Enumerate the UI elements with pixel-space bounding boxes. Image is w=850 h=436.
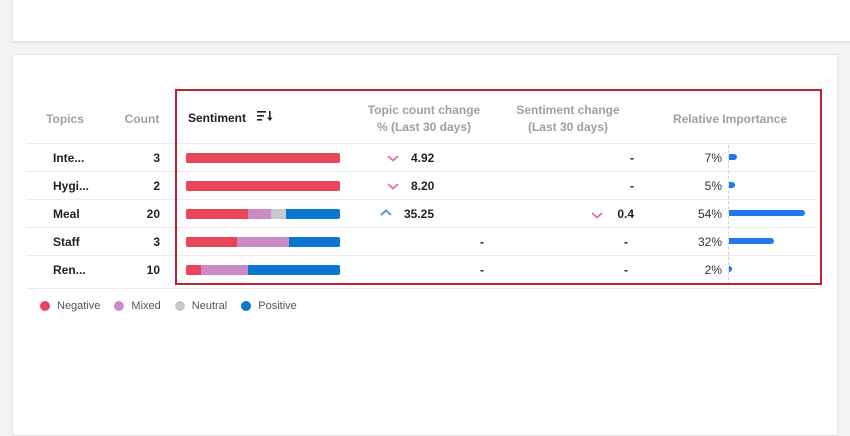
legend-label: Negative bbox=[57, 300, 101, 312]
relative-importance-value: 2% bbox=[704, 263, 722, 277]
sentiment-change: - bbox=[624, 235, 628, 249]
legend-label: Positive bbox=[258, 300, 297, 312]
row-divider bbox=[26, 255, 816, 256]
relative-importance-value: 7% bbox=[704, 151, 722, 165]
sentiment-mixed-segment bbox=[237, 237, 289, 247]
topic-count-change: 4.92 bbox=[411, 151, 435, 165]
sentiment-bar[interactable] bbox=[186, 181, 340, 191]
topic-count: 10 bbox=[146, 263, 160, 277]
legend-dot-icon bbox=[40, 301, 50, 311]
topic-name[interactable]: Meal bbox=[53, 207, 80, 221]
topic-count-change: 8.20 bbox=[411, 179, 435, 193]
sentiment-negative-segment bbox=[186, 153, 340, 163]
top-card bbox=[12, 0, 850, 42]
relative-importance-value: 5% bbox=[704, 179, 722, 193]
sentiment-neutral-segment bbox=[270, 209, 287, 219]
legend-label: Mixed bbox=[131, 300, 161, 312]
column-header-count[interactable]: Count bbox=[124, 112, 160, 126]
row-divider bbox=[26, 227, 816, 228]
sentiment-bar[interactable] bbox=[186, 237, 340, 247]
topic-name[interactable]: Inte... bbox=[53, 151, 85, 165]
relative-importance-value: 54% bbox=[697, 207, 722, 221]
sentiment-header-label: Sentiment bbox=[188, 111, 247, 125]
chevron-down-icon bbox=[387, 155, 399, 162]
header-line-2: (Last 30 days) bbox=[527, 120, 609, 134]
sentiment-legend: Negative Mixed Neutral Positive bbox=[40, 300, 311, 312]
column-header-sentiment[interactable]: Sentiment bbox=[188, 110, 273, 127]
relative-importance-bar[interactable] bbox=[729, 182, 735, 188]
legend-item-mixed[interactable]: Mixed bbox=[114, 300, 161, 312]
sentiment-bar[interactable] bbox=[186, 265, 340, 275]
sort-descending-icon[interactable] bbox=[257, 110, 273, 127]
table-bottom-divider bbox=[26, 288, 816, 289]
legend-dot-icon bbox=[174, 301, 185, 311]
relative-importance-bar[interactable] bbox=[729, 266, 732, 272]
importance-axis bbox=[728, 145, 729, 285]
sentiment-change: 0.4 bbox=[617, 207, 634, 221]
relative-importance-bar[interactable] bbox=[729, 154, 737, 160]
legend-dot-icon bbox=[241, 301, 252, 311]
sentiment-mixed-segment bbox=[247, 209, 271, 219]
sentiment-bar[interactable] bbox=[186, 153, 340, 163]
sentiment-mixed-segment bbox=[201, 265, 248, 275]
sentiment-change: - bbox=[630, 179, 634, 193]
topic-count-change: 35.25 bbox=[404, 207, 435, 221]
topic-count: 3 bbox=[153, 151, 160, 165]
legend-item-negative[interactable]: Negative bbox=[40, 300, 100, 312]
column-header-topic-count-change[interactable]: Topic count change % (Last 30 days) bbox=[358, 102, 490, 136]
row-divider bbox=[26, 199, 816, 200]
legend-item-positive[interactable]: Positive bbox=[241, 300, 297, 312]
header-divider bbox=[26, 143, 816, 144]
sentiment-positive-segment bbox=[247, 265, 340, 275]
relative-importance-bar[interactable] bbox=[729, 210, 805, 216]
legend-item-neutral[interactable]: Neutral bbox=[174, 300, 228, 312]
sentiment-negative-segment bbox=[186, 181, 340, 191]
relative-importance-value: 32% bbox=[697, 235, 722, 249]
sentiment-change: - bbox=[624, 263, 628, 277]
sentiment-negative-segment bbox=[186, 237, 238, 247]
column-header-topics[interactable]: Topics bbox=[46, 112, 84, 126]
topic-count: 3 bbox=[153, 235, 160, 249]
sentiment-negative-segment bbox=[186, 265, 202, 275]
legend-label: Neutral bbox=[191, 300, 228, 312]
sentiment-positive-segment bbox=[288, 237, 340, 247]
sentiment-negative-segment bbox=[186, 209, 248, 219]
chevron-down-icon bbox=[387, 183, 399, 190]
topic-count: 20 bbox=[146, 207, 160, 221]
column-header-sentiment-change[interactable]: Sentiment change (Last 30 days) bbox=[502, 102, 634, 136]
topic-count: 2 bbox=[153, 179, 160, 193]
sentiment-change: - bbox=[630, 151, 634, 165]
column-header-relative-importance[interactable]: Relative Importance bbox=[672, 112, 788, 126]
header-line-1: Sentiment change bbox=[516, 103, 620, 117]
topic-name[interactable]: Hygi... bbox=[53, 179, 90, 193]
sentiment-positive-segment bbox=[286, 209, 340, 219]
topic-count-change: - bbox=[480, 235, 484, 249]
topic-count-change: - bbox=[480, 263, 484, 277]
header-line-2: % (Last 30 days) bbox=[376, 120, 472, 134]
topic-name[interactable]: Ren... bbox=[53, 263, 86, 277]
topics-widget-card bbox=[12, 54, 838, 436]
topic-name[interactable]: Staff bbox=[53, 235, 80, 249]
relative-importance-bar[interactable] bbox=[729, 238, 774, 244]
chevron-down-icon bbox=[591, 212, 603, 219]
chevron-up-icon bbox=[380, 209, 392, 216]
header-line-1: Topic count change bbox=[367, 103, 481, 117]
row-divider bbox=[26, 171, 816, 172]
legend-dot-icon bbox=[114, 301, 125, 311]
sentiment-bar[interactable] bbox=[186, 209, 340, 219]
